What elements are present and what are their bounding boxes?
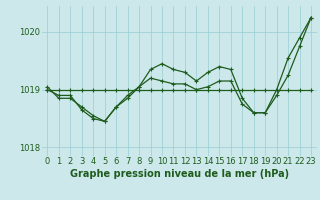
X-axis label: Graphe pression niveau de la mer (hPa): Graphe pression niveau de la mer (hPa) (70, 169, 289, 179)
